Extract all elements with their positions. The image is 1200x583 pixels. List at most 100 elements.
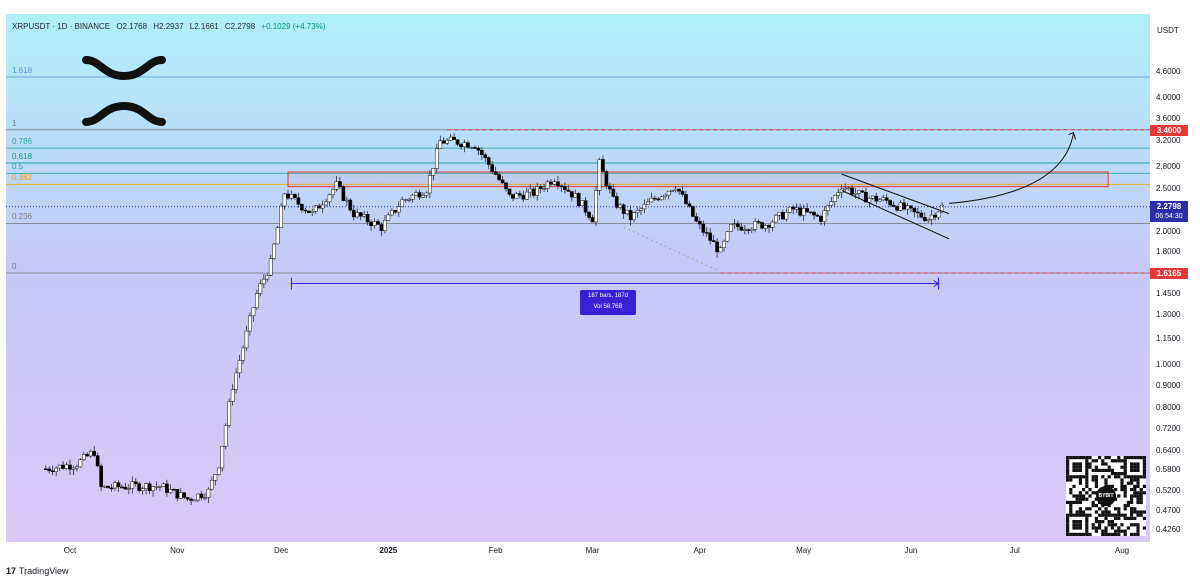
x-tick-10: Aug bbox=[1114, 546, 1130, 555]
candle-up bbox=[725, 231, 730, 242]
candle-up bbox=[220, 446, 225, 469]
qr-module bbox=[1142, 491, 1146, 495]
candle-up bbox=[801, 208, 806, 216]
candle-down bbox=[933, 214, 937, 218]
qr-module bbox=[1123, 507, 1127, 511]
candle-up bbox=[78, 459, 83, 468]
qr-module bbox=[1123, 516, 1127, 520]
qr-module bbox=[1120, 529, 1124, 533]
candle-up bbox=[826, 204, 830, 211]
qr-module bbox=[1120, 465, 1124, 469]
chart-frame[interactable] bbox=[6, 14, 1194, 560]
candle-down bbox=[106, 485, 110, 489]
qr-module bbox=[1094, 468, 1098, 472]
candle-up bbox=[777, 212, 782, 216]
qr-module bbox=[1078, 475, 1082, 479]
candle-up bbox=[666, 190, 671, 196]
symbol-name[interactable]: XRPUSDT · 1D · BINANCE bbox=[12, 22, 111, 31]
qr-module bbox=[1104, 532, 1108, 536]
qr-module bbox=[1085, 507, 1089, 511]
fib-label-7: 0 bbox=[12, 261, 17, 271]
qr-module bbox=[1133, 491, 1137, 495]
qr-module bbox=[1136, 510, 1140, 514]
candle-down bbox=[351, 209, 356, 218]
currency-label[interactable]: USDT bbox=[1157, 26, 1179, 35]
qr-module bbox=[1114, 532, 1118, 536]
qr-module bbox=[1114, 459, 1118, 463]
candle-down bbox=[711, 240, 716, 243]
candle-up bbox=[794, 207, 799, 210]
qr-module bbox=[1117, 494, 1121, 498]
qr-module bbox=[1107, 456, 1111, 460]
candle-down bbox=[760, 222, 764, 229]
qr-module bbox=[1110, 459, 1114, 463]
qr-module bbox=[1107, 465, 1111, 469]
y-tick-16: 0.7200 bbox=[1156, 423, 1181, 433]
candle-up bbox=[279, 205, 283, 229]
candle-down bbox=[511, 194, 515, 199]
candle-down bbox=[497, 174, 501, 181]
fib-label-6: 0.236 bbox=[12, 212, 33, 222]
candle-up bbox=[327, 194, 332, 203]
qr-module bbox=[1133, 510, 1137, 514]
qr-module bbox=[1069, 532, 1073, 536]
qr-module bbox=[1142, 472, 1146, 476]
candle-down bbox=[781, 212, 785, 220]
qr-module bbox=[1066, 456, 1070, 460]
qr-module bbox=[1133, 462, 1137, 466]
qr-module bbox=[1085, 516, 1089, 520]
qr-module bbox=[1069, 488, 1073, 492]
candle-up bbox=[57, 464, 62, 469]
candle-down bbox=[864, 192, 868, 203]
fib-label-5: 0.382 bbox=[12, 173, 33, 183]
qr-module bbox=[1069, 456, 1073, 460]
chart-canvas[interactable] bbox=[6, 14, 1194, 560]
candle-up bbox=[732, 223, 737, 225]
candle-down bbox=[199, 493, 204, 499]
qr-module bbox=[1072, 484, 1076, 488]
qr-module bbox=[1142, 516, 1146, 520]
y-tick-12: 1.1500 bbox=[1156, 333, 1181, 343]
candle-up bbox=[282, 193, 287, 207]
qr-module bbox=[1133, 523, 1137, 527]
qr-module bbox=[1085, 497, 1089, 501]
tradingview-logo[interactable]: 17 TradingView bbox=[6, 566, 69, 576]
qr-module bbox=[1126, 526, 1130, 530]
candle-up bbox=[216, 467, 221, 475]
qr-module bbox=[1117, 459, 1121, 463]
candle-up bbox=[272, 243, 277, 259]
symbol-legend[interactable]: XRPUSDT · 1D · BINANCE O2.1768 H2.2937 L… bbox=[12, 22, 329, 31]
qr-module bbox=[1085, 481, 1089, 485]
qr-module bbox=[1075, 500, 1079, 504]
candle-down bbox=[798, 207, 803, 216]
qr-module bbox=[1075, 510, 1079, 514]
candle-down bbox=[455, 139, 460, 145]
date-range-measure-label[interactable]: 187 bars, 187d Vol 58.76B bbox=[580, 290, 636, 315]
y-tick-13: 1.0000 bbox=[1156, 360, 1181, 370]
candle-down bbox=[293, 194, 297, 198]
qr-module bbox=[1117, 513, 1121, 517]
candle-down bbox=[566, 189, 571, 192]
qr-module bbox=[1066, 520, 1070, 524]
price-axis-background bbox=[1150, 14, 1194, 560]
candle-down bbox=[185, 497, 190, 500]
chart-background bbox=[6, 14, 1150, 542]
qr-module bbox=[1110, 520, 1114, 524]
candle-up bbox=[462, 142, 467, 147]
qr-module bbox=[1066, 472, 1070, 476]
qr-module bbox=[1098, 456, 1102, 460]
candle-up bbox=[542, 188, 546, 190]
candle-up bbox=[81, 454, 86, 461]
candle-down bbox=[369, 221, 373, 227]
candle-up bbox=[255, 293, 259, 309]
candle-down bbox=[95, 455, 100, 467]
candle-down bbox=[767, 225, 771, 228]
ohlc-high: H2.2937 bbox=[153, 22, 184, 31]
qr-module bbox=[1136, 468, 1140, 472]
qr-module bbox=[1072, 500, 1076, 504]
qr-module bbox=[1117, 526, 1121, 530]
candle-down bbox=[483, 154, 488, 158]
qr-module bbox=[1075, 513, 1079, 517]
qr-module bbox=[1142, 465, 1146, 469]
ohlc-low: L2.1661 bbox=[189, 22, 219, 31]
